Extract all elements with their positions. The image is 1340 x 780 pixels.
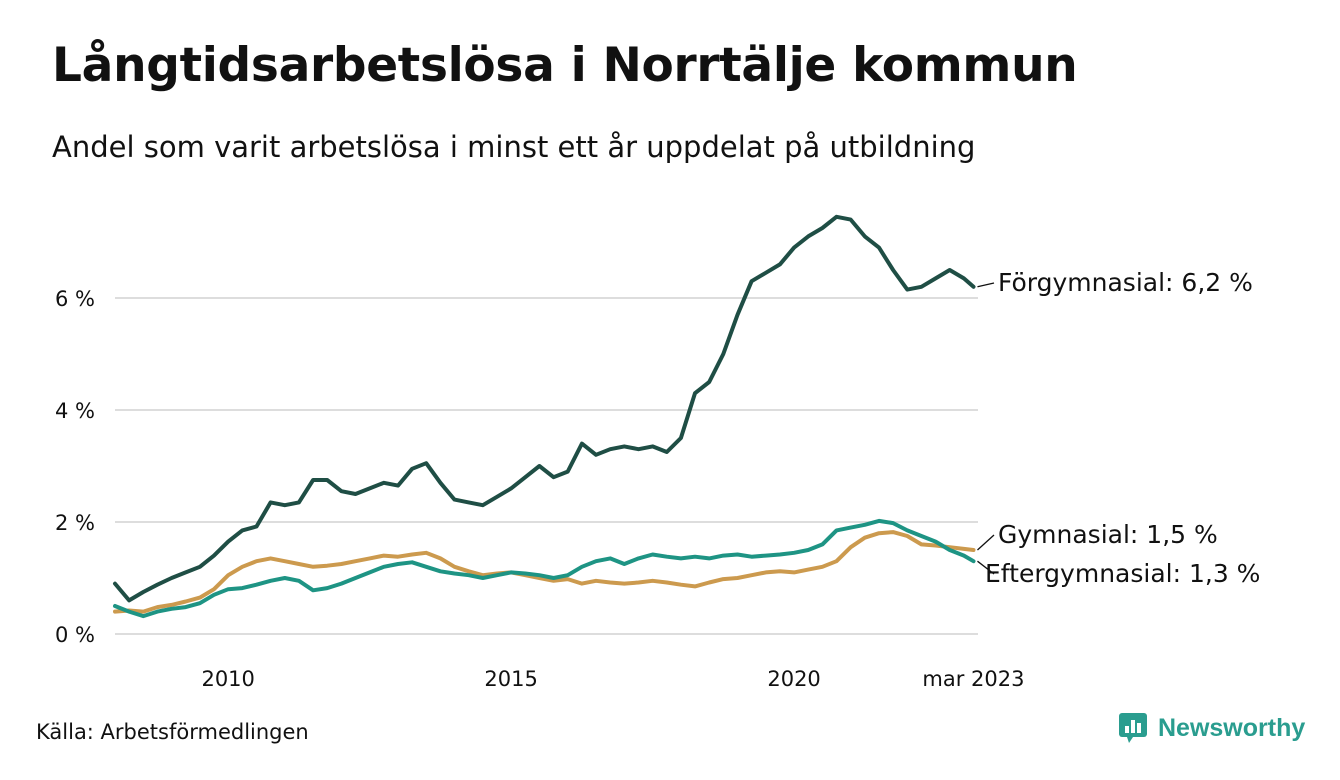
y-axis-ticks: 0 % 2 % 4 % 6 %: [55, 287, 95, 647]
y-tick-label: 2 %: [55, 511, 95, 535]
y-tick-label: 4 %: [55, 399, 95, 423]
x-tick-label: 2020: [767, 667, 820, 691]
y-tick-label: 0 %: [55, 623, 95, 647]
series-line-eftergymnasial: [113, 518, 976, 619]
series-label-eftergymnasial: Eftergymnasial: 1,3 %: [985, 559, 1260, 588]
x-tick-label: 2015: [484, 667, 537, 691]
brand-logo[interactable]: Newsworthy: [1118, 712, 1305, 744]
brand-name: Newsworthy: [1158, 713, 1306, 742]
x-axis-ticks: 2010 2015 2020 mar 2023: [201, 667, 1024, 691]
series-label-förgymnasial: Förgymnasial: 6,2 %: [998, 268, 1253, 297]
series-lines: [113, 214, 976, 619]
y-tick-label: 6 %: [55, 287, 95, 311]
label-leader-line: [977, 560, 995, 575]
series-labels: Förgymnasial: 6,2 % Gymnasial: 1,5 % Efter…: [977, 268, 1260, 588]
gridlines: [115, 297, 978, 635]
label-leader-line: [977, 282, 995, 288]
newsworthy-logo-icon: [1119, 713, 1147, 743]
label-leader-line: [977, 534, 995, 551]
chart-subtitle: Andel som varit arbetslösa i minst ett å…: [52, 130, 976, 164]
series-label-gymnasial: Gymnasial: 1,5 %: [998, 520, 1218, 549]
series-line-gymnasial: [113, 530, 976, 614]
x-tick-label: 2010: [201, 667, 254, 691]
series-line-förgymnasial: [113, 214, 976, 603]
chart-title: Långtidsarbetslösa i Norrtälje kommun: [52, 38, 1078, 93]
source-note: Källa: Arbetsförmedlingen: [36, 720, 309, 744]
x-tick-label: mar 2023: [922, 667, 1024, 691]
